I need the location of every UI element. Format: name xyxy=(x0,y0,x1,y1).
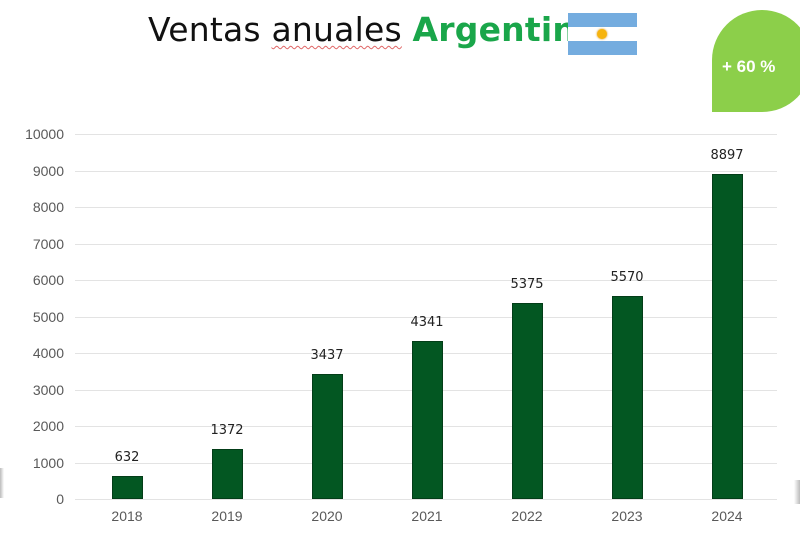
chart-title: Ventas anuales Argentina xyxy=(148,10,599,49)
data-label: 8897 xyxy=(710,148,744,163)
x-tick-label: 2024 xyxy=(711,508,743,524)
gridline xyxy=(75,207,777,208)
data-label: 1372 xyxy=(210,423,244,438)
gridline xyxy=(75,244,777,245)
bar-2021 xyxy=(412,341,443,499)
flag-stripe-middle xyxy=(568,27,637,41)
bar-2022 xyxy=(512,303,543,499)
growth-badge-text: + 60 % xyxy=(722,57,776,76)
data-label: 632 xyxy=(114,450,140,465)
bar-2023 xyxy=(612,296,643,499)
x-tick-label: 2022 xyxy=(511,508,543,524)
data-label: 3437 xyxy=(310,348,344,363)
y-tick-label: 9000 xyxy=(32,163,64,179)
bar-2019 xyxy=(212,449,243,499)
title-word-ventas: Ventas xyxy=(148,10,261,49)
argentina-flag-icon xyxy=(568,13,637,56)
gridline xyxy=(75,134,777,135)
x-tick-label: 2020 xyxy=(311,508,343,524)
flag-stripe-top xyxy=(568,13,637,27)
y-tick-label: 3000 xyxy=(32,382,64,398)
gridline xyxy=(75,171,777,172)
bar-2020 xyxy=(312,374,343,499)
flag-stripe-bottom xyxy=(568,41,637,55)
gridline xyxy=(75,317,777,318)
sun-icon xyxy=(597,29,607,39)
data-label: 4341 xyxy=(410,315,444,330)
data-label: 5375 xyxy=(510,277,544,292)
x-tick-label: 2018 xyxy=(111,508,143,524)
y-tick-label: 5000 xyxy=(32,309,64,325)
gridline xyxy=(75,499,777,500)
y-tick-label: 7000 xyxy=(32,236,64,252)
bar-2024 xyxy=(712,174,743,499)
y-tick-label: 1000 xyxy=(32,455,64,471)
growth-badge: + 60 % xyxy=(712,10,800,112)
y-tick-label: 0 xyxy=(56,491,64,507)
bar-2018 xyxy=(112,476,143,499)
y-tick-label: 4000 xyxy=(32,345,64,361)
left-edge-shadow xyxy=(0,468,4,498)
y-tick-label: 6000 xyxy=(32,272,64,288)
x-tick-label: 2021 xyxy=(411,508,443,524)
title-accent-argentina: Argentina xyxy=(412,10,599,49)
y-tick-label: 8000 xyxy=(32,199,64,215)
data-label: 5570 xyxy=(610,270,644,285)
x-tick-label: 2019 xyxy=(211,508,243,524)
x-tick-label: 2023 xyxy=(611,508,643,524)
title-word-anuales: anuales xyxy=(271,10,402,49)
right-edge-shadow xyxy=(794,480,800,504)
y-tick-label: 10000 xyxy=(25,126,64,142)
y-tick-label: 2000 xyxy=(32,418,64,434)
gridline xyxy=(75,280,777,281)
